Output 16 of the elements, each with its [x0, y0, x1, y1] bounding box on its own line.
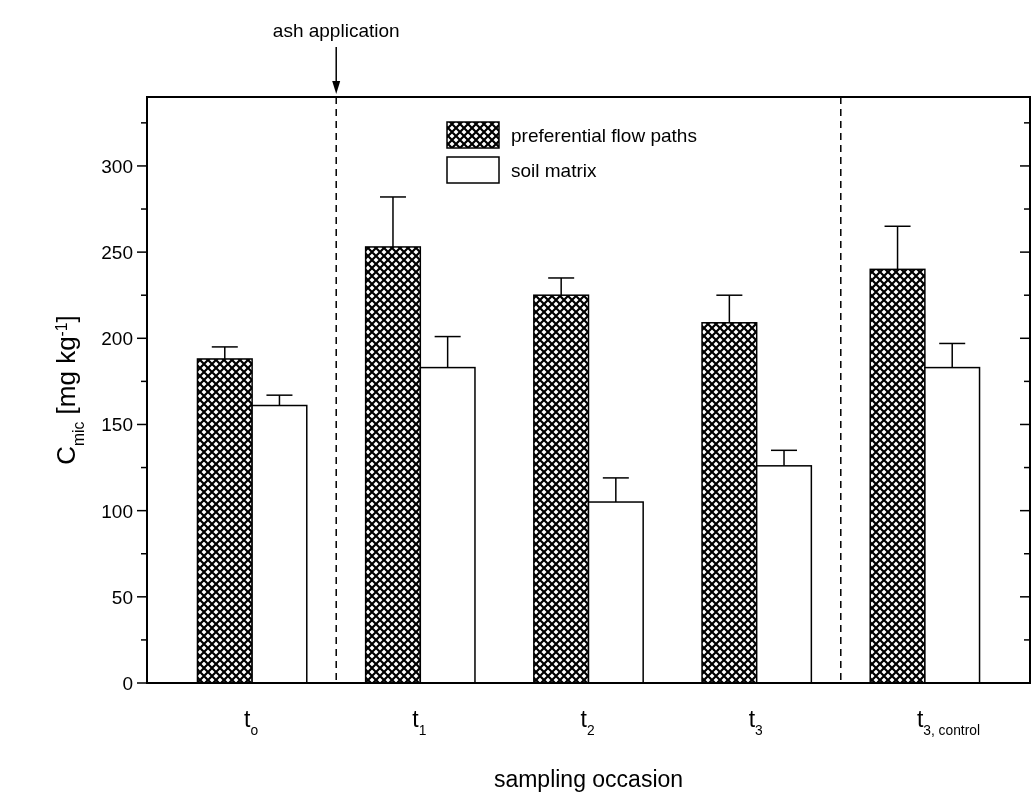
x-tick-label: t$_{2}$: [580, 706, 595, 738]
y-tick-label: 200: [101, 328, 133, 350]
x-tick-label: t$_{1}$: [412, 706, 427, 738]
y-tick-label: 300: [101, 155, 133, 177]
y-tick-label: 150: [101, 414, 133, 436]
legend-label: preferential flow paths: [511, 125, 697, 146]
text: ash application: [272, 20, 400, 41]
x-tick-label: t$_{o}$: [244, 706, 259, 738]
x-tick-label: t$_{3, control}$: [916, 706, 981, 738]
y-tick-label: 0: [122, 673, 133, 694]
legend-label: soil matrix: [511, 160, 598, 181]
x-tick-label: t$_{3}$: [748, 706, 764, 738]
x-axis-title: sampling occasion: [493, 766, 684, 792]
y-tick-label: 100: [101, 500, 133, 522]
y-tick-label: 50: [111, 586, 133, 608]
y-tick-label: 250: [101, 242, 133, 264]
